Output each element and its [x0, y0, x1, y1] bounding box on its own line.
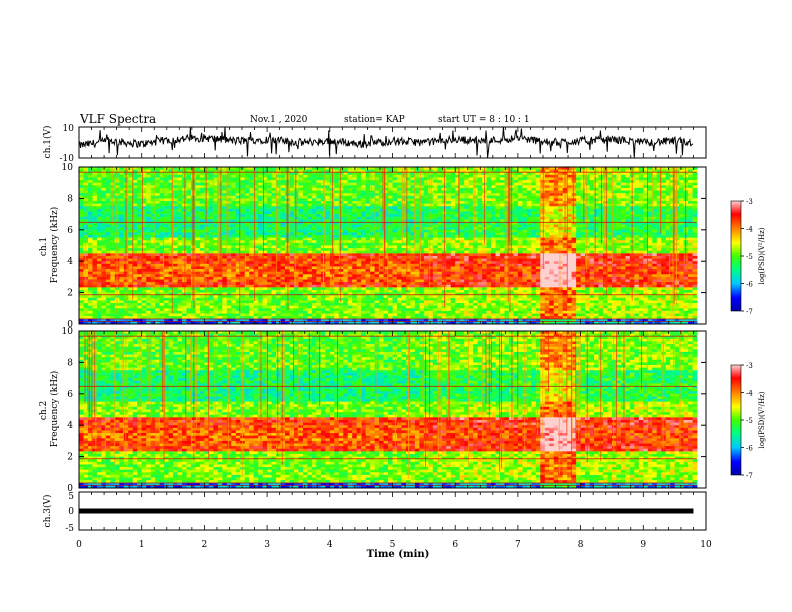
freq-tick-label: 2: [67, 453, 73, 463]
ch2-spectrogram-image: [79, 331, 698, 489]
colorbar-tick-label: -3: [746, 198, 753, 206]
freq-tick-label: 0: [67, 320, 73, 330]
time-axis-label: Time (min): [367, 549, 430, 560]
time-tick-label: 10: [700, 540, 712, 550]
ch3-ytick-mid: 0: [68, 507, 74, 517]
time-tick-label: 0: [76, 540, 82, 550]
colorbar-tick-label: -7: [746, 308, 753, 316]
time-tick-label: 2: [202, 540, 208, 550]
time-tick-label: 1: [139, 540, 145, 550]
freq-tick-label: 2: [67, 289, 73, 299]
ch2-colorbar-label: log(PSD)(V²/Hz): [758, 391, 766, 448]
ch1-colorbar-ticks: -3 -4 -5 -6 -7: [741, 198, 753, 316]
colorbar-tick-label: -3: [746, 362, 753, 370]
colorbar-tick-label: -5: [746, 253, 753, 261]
freq-tick-label: 10: [62, 163, 74, 173]
ch1-freq-ticks: 0 2 4 6 8 10: [62, 163, 706, 330]
ch2-spec-ylabel: ch.2 Frequency (kHz): [39, 371, 60, 448]
ch1-spec-ylabel: ch.1 Frequency (kHz): [39, 207, 60, 284]
ch1-colorbar: [730, 200, 742, 312]
time-tick-label: 9: [640, 540, 646, 550]
freq-tick-label: 8: [67, 358, 73, 368]
freq-tick-label: 4: [67, 421, 73, 431]
ch2-freq-ticks: 0 2 4 6 8 10: [62, 327, 706, 494]
freq-tick-label: 8: [67, 194, 73, 204]
ch1-ytick-top: 10: [63, 124, 75, 134]
freq-tick-label: 0: [67, 484, 73, 494]
ch1-spectrogram-image: [79, 167, 698, 325]
ch1-waveform-frame: [78, 126, 707, 159]
ch1-spec-ylabel-channel: ch.1: [39, 237, 49, 256]
ch2-colorbar-ticks: -3 -4 -5 -6 -7: [741, 362, 753, 480]
time-tick-label: 3: [264, 540, 270, 550]
ch2-spec-ylabel-freq: Frequency (kHz): [49, 371, 60, 448]
freq-tick-label: 6: [67, 226, 73, 236]
ch3-ytick-bottom: -5: [65, 524, 74, 534]
ch3-waveform-ylabel: ch.3(V): [42, 495, 53, 528]
ch1-waveform-line: [78, 126, 694, 158]
colorbar-tick-label: -4: [746, 390, 753, 398]
time-tick-label: 4: [327, 540, 333, 550]
ch1-waveform-panel: 10 -10 ch.1(V): [42, 124, 707, 164]
ch1-spec-ylabel-freq: Frequency (kHz): [49, 207, 60, 284]
ch1-colorbar-label: log(PSD)(V²/Hz): [758, 227, 766, 284]
colorbar-tick-label: -7: [746, 472, 753, 480]
time-axis-ticks: 0 1 2 3 4 5 6 7 8 9 10: [76, 127, 712, 550]
freq-tick-label: 10: [62, 327, 74, 337]
start-time-label: start UT = 8 : 10 : 1: [438, 115, 530, 125]
freq-tick-label: 4: [67, 257, 73, 267]
colorbar-tick-label: -6: [746, 445, 753, 453]
ch3-waveform-panel: 5 0 -5 ch.3(V): [42, 491, 707, 534]
ch2-colorbar: [730, 364, 742, 476]
ch3-ytick-top: 5: [68, 492, 74, 502]
ch2-spec-ylabel-channel: ch.2: [39, 401, 49, 420]
ch1-ytick-bottom: -10: [60, 154, 75, 164]
figure-title: VLF Spectra: [80, 112, 157, 126]
time-tick-label: 8: [578, 540, 584, 550]
ch1-waveform-ylabel: ch.1(V): [42, 126, 53, 159]
colorbar-tick-label: -4: [746, 226, 753, 234]
time-tick-label: 6: [452, 540, 458, 550]
colorbar-tick-label: -5: [746, 417, 753, 425]
colorbar-tick-label: -6: [746, 281, 753, 289]
date-label: Nov.1 , 2020: [250, 115, 308, 125]
station-label: station= KAP: [344, 115, 405, 125]
time-tick-label: 7: [515, 540, 521, 550]
time-tick-label: 5: [390, 540, 396, 550]
freq-tick-label: 6: [67, 390, 73, 400]
